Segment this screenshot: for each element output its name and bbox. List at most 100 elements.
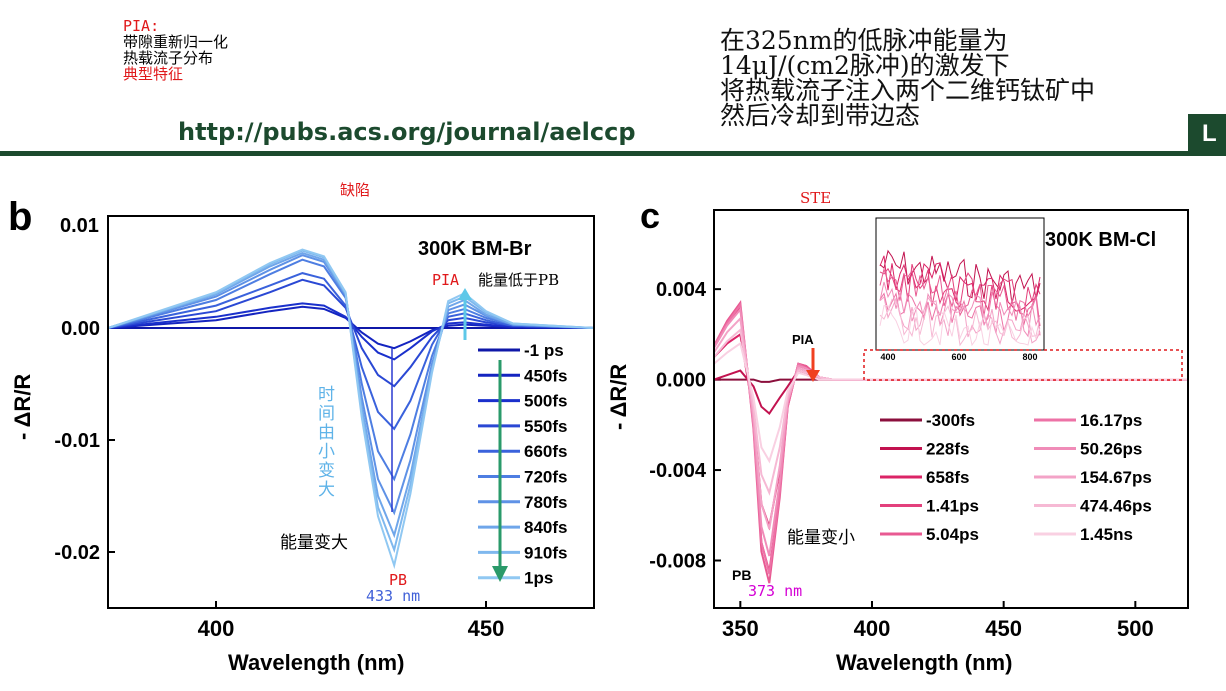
panel-c-legend: -300fs 228fs 658fs 1.41ps 5.04ps 16.17ps 50.26…	[880, 411, 1152, 544]
inset-line	[879, 267, 1041, 327]
panel-c-annotation-title: STE	[800, 189, 831, 207]
legend-label: 5.04ps	[926, 525, 979, 544]
panel-c-inset-lines	[879, 249, 1041, 347]
legend-label: 1.41ps	[926, 497, 979, 516]
ytick-label: 0.000	[656, 370, 706, 392]
panel-c-yticks: 0.004 0.000 -0.004 -0.008	[649, 279, 721, 573]
panel-c-inset-ticks: 400 600 800	[880, 352, 1037, 362]
panel-b-series	[107, 248, 595, 570]
xtick-label: 450	[468, 616, 505, 641]
series-line	[107, 278, 595, 388]
series-line	[713, 341, 1188, 464]
legend-label: 1ps	[524, 569, 553, 588]
legend-label: 658fs	[926, 468, 969, 487]
panel-b-pb-label: PB	[389, 571, 407, 589]
legend-label: 840fs	[524, 518, 567, 537]
series-line	[107, 258, 595, 482]
panel-c-chart: c STE 0.004 0.000 -0.004 -0.008 350 400 450 50…	[606, 189, 1189, 675]
legend-label: 780fs	[524, 493, 567, 512]
legend-label: 500fs	[524, 392, 567, 411]
inset-line	[879, 305, 1041, 347]
panel-b-xticks: 400 450	[198, 601, 505, 641]
panel-c-xlabel: Wavelength (nm)	[836, 650, 1012, 675]
ytick-label: 0.00	[61, 318, 100, 340]
edge-tab: L	[1188, 114, 1226, 156]
inset-line	[879, 298, 1041, 347]
inset-line	[879, 295, 1041, 346]
panel-c-series	[713, 299, 1188, 584]
inset-line	[879, 281, 1041, 338]
panel-c-title: 300K BM-Cl	[1045, 229, 1156, 251]
xtick-label: 500	[1117, 616, 1154, 641]
journal-url[interactable]: http://pubs.acs.org/journal/aelccp	[178, 118, 636, 146]
panel-c-ylabel: - ΔR/R	[606, 364, 631, 430]
panel-b-letter: b	[8, 195, 32, 239]
panel-b-time-arrowhead	[492, 566, 508, 582]
panel-b-xlabel: Wavelength (nm)	[228, 650, 404, 675]
series-line	[107, 249, 595, 554]
description-line: 将热载流子注入两个二维钙钛矿中	[720, 76, 1096, 105]
xtick-label: 400	[198, 616, 235, 641]
inset-xtick-label: 400	[880, 352, 895, 362]
panel-b-ytick-top-inline: 0.01	[60, 215, 99, 237]
description-line: 在325nm的低脉冲能量为	[720, 26, 1008, 55]
note-line: PIA:	[123, 17, 160, 35]
legend-label: 720fs	[524, 468, 567, 487]
panel-b-title: 300K BM-Br	[418, 238, 532, 260]
panel-c-pb-label: PB	[732, 567, 751, 583]
panel-c-energy-note: 能量变小	[787, 528, 855, 548]
series-line	[107, 251, 595, 539]
ytick-label: -0.004	[649, 460, 707, 482]
legend-label: 474.46ps	[1080, 497, 1152, 516]
header-rule	[0, 151, 1226, 156]
panel-b-pia-arrowhead	[458, 288, 472, 300]
notes-block: PIA: 带隙重新归一化 热载流子分布 典型特征	[123, 18, 228, 82]
panel-b-pia-note: 能量低于PB	[478, 271, 559, 289]
panel-b-time-note: 时间由小变大	[318, 385, 335, 500]
legend-label: 16.17ps	[1080, 411, 1142, 430]
edge-letter: L	[1202, 120, 1217, 147]
ytick-label: -0.01	[54, 430, 100, 452]
panel-b-ylabel: - ΔR/R	[10, 374, 35, 440]
legend-label: -1 ps	[524, 341, 564, 360]
inset-xtick-label: 800	[1022, 352, 1037, 362]
note-line: 典型特征	[123, 65, 184, 83]
inset-line	[879, 263, 1041, 315]
legend-label: 660fs	[524, 442, 567, 461]
xtick-label: 400	[854, 616, 891, 641]
panel-b-yticks: 0.00 -0.01 -0.02	[54, 318, 115, 564]
series-line	[107, 305, 595, 350]
legend-label: 154.67ps	[1080, 468, 1152, 487]
note-line: 热载流子分布	[123, 49, 214, 67]
panel-b-frame	[107, 215, 595, 609]
inset-xtick-label: 600	[951, 352, 966, 362]
xtick-label: 350	[722, 616, 759, 641]
legend-label: 450fs	[524, 366, 567, 385]
description-block: 在325nm的低脉冲能量为 14μJ/(cm2脉冲)的激发下 将热载流子注入两个…	[720, 28, 1095, 128]
panel-b-pia-label: PIA	[432, 271, 459, 289]
legend-label: 228fs	[926, 440, 969, 459]
panel-c-frame	[713, 209, 1189, 609]
legend-label: 910fs	[524, 543, 567, 562]
ytick-label: -0.008	[649, 551, 706, 573]
panel-c-pb-wavelength: 373 nm	[748, 582, 802, 600]
legend-label: 1.45ns	[1080, 525, 1133, 544]
legend-label: 550fs	[524, 417, 567, 436]
panel-c-xticks: 350 400 450 500	[722, 601, 1154, 641]
panel-c-zoom-box	[863, 349, 1183, 381]
description-line: 14μJ/(cm2脉冲)的激发下	[720, 51, 1010, 80]
panel-c-letter: c	[640, 195, 660, 236]
xtick-label: 450	[985, 616, 1022, 641]
series-line	[107, 248, 595, 570]
panel-b-energy-note: 能量变大	[280, 533, 348, 553]
legend-label: 50.26ps	[1080, 440, 1142, 459]
description-line: 然后冷却到带边态	[720, 101, 921, 130]
ytick-label: -0.02	[54, 542, 100, 564]
series-line	[107, 302, 595, 361]
panel-b-chart: b 0.01 缺陷 300K BM-Br 0.00-0.01-0.02 400 4…	[8, 181, 595, 675]
panel-b-pb-wavelength: 433 nm	[366, 587, 420, 605]
ytick-label: 0.004	[656, 279, 707, 301]
legend-label: -300fs	[926, 411, 975, 430]
series-line	[107, 272, 595, 431]
